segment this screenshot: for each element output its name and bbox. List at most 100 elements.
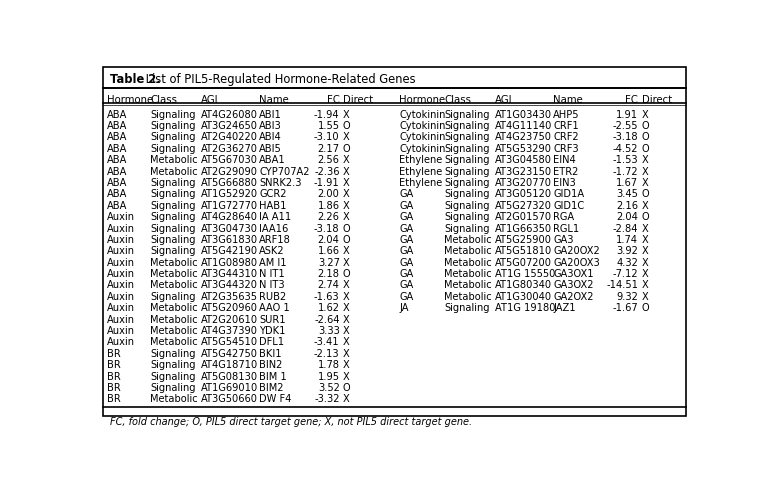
Text: GA: GA (400, 201, 413, 211)
Text: X: X (641, 155, 648, 165)
Text: BR: BR (107, 360, 121, 370)
Text: AT5G20960: AT5G20960 (201, 303, 258, 313)
Text: ABA: ABA (107, 178, 127, 188)
Text: X: X (343, 326, 350, 336)
Text: Signaling: Signaling (150, 110, 196, 120)
Text: Metabolic: Metabolic (150, 167, 198, 177)
Text: X: X (343, 201, 350, 211)
Text: AM I1: AM I1 (259, 258, 286, 268)
Text: -1.94: -1.94 (314, 110, 340, 120)
Text: Signaling: Signaling (444, 178, 490, 188)
Text: Metabolic: Metabolic (150, 394, 198, 404)
Text: CRF2: CRF2 (554, 132, 579, 143)
Text: 1.78: 1.78 (317, 360, 340, 370)
Text: O: O (343, 383, 350, 393)
Text: AT1G69010: AT1G69010 (201, 383, 258, 393)
Text: AT1G 15550: AT1G 15550 (495, 269, 555, 279)
Text: Signaling: Signaling (150, 235, 196, 245)
Text: Signaling: Signaling (150, 360, 196, 370)
Text: 3.92: 3.92 (616, 246, 638, 256)
Text: AT5G07200: AT5G07200 (495, 258, 552, 268)
Text: FC, fold change; O, PIL5 direct target gene; X, not PIL5 direct target gene.: FC, fold change; O, PIL5 direct target g… (110, 417, 472, 427)
Text: Auxin: Auxin (107, 303, 135, 313)
Text: O: O (641, 132, 649, 143)
Text: X: X (641, 224, 648, 234)
Text: GID1C: GID1C (554, 201, 584, 211)
Text: BKI1: BKI1 (259, 349, 282, 359)
Text: Metabolic: Metabolic (150, 280, 198, 290)
Text: -3.32: -3.32 (314, 394, 340, 404)
Text: Metabolic: Metabolic (444, 235, 492, 245)
Text: Auxin: Auxin (107, 292, 135, 302)
Text: Signaling: Signaling (444, 190, 490, 199)
Text: 2.74: 2.74 (318, 280, 340, 290)
Text: -1.72: -1.72 (613, 167, 638, 177)
Text: AGI: AGI (495, 96, 513, 105)
Text: BR: BR (107, 349, 121, 359)
Text: EIN3: EIN3 (554, 178, 576, 188)
Text: Signaling: Signaling (444, 132, 490, 143)
Text: 1.95: 1.95 (317, 372, 340, 382)
Text: 1.86: 1.86 (317, 201, 340, 211)
Text: AT5G53290: AT5G53290 (495, 144, 552, 154)
Text: GA3OX2: GA3OX2 (554, 280, 594, 290)
Text: O: O (641, 303, 649, 313)
Text: AT1G66350: AT1G66350 (495, 224, 552, 234)
Text: AT2G01570: AT2G01570 (495, 212, 552, 222)
Text: GA: GA (400, 212, 413, 222)
Text: SNRK2.3: SNRK2.3 (259, 178, 302, 188)
Text: -1.91: -1.91 (314, 178, 340, 188)
Text: Auxin: Auxin (107, 235, 135, 245)
Text: AAO 1: AAO 1 (259, 303, 290, 313)
Text: AT3G24650: AT3G24650 (201, 121, 258, 131)
Text: AT3G44310: AT3G44310 (201, 269, 258, 279)
Text: Hormone: Hormone (107, 96, 153, 105)
Text: AT4G23750: AT4G23750 (495, 132, 552, 143)
Text: Signaling: Signaling (150, 224, 196, 234)
Text: ETR2: ETR2 (554, 167, 579, 177)
Text: Name: Name (554, 96, 583, 105)
Text: X: X (343, 190, 350, 199)
Text: X: X (343, 110, 350, 120)
Text: ARF18: ARF18 (259, 235, 291, 245)
Text: AHP5: AHP5 (554, 110, 580, 120)
Text: Signaling: Signaling (444, 224, 490, 234)
Text: -4.52: -4.52 (613, 144, 638, 154)
Text: Class: Class (444, 96, 471, 105)
Text: AT3G05120: AT3G05120 (495, 190, 552, 199)
Text: BIN2: BIN2 (259, 360, 283, 370)
Text: -7.12: -7.12 (613, 269, 638, 279)
Text: ABI3: ABI3 (259, 121, 282, 131)
Text: 1.74: 1.74 (616, 235, 638, 245)
Text: GA20OX3: GA20OX3 (554, 258, 600, 268)
Text: Ethylene: Ethylene (400, 178, 443, 188)
Text: Metabolic: Metabolic (150, 269, 198, 279)
Text: Signaling: Signaling (444, 201, 490, 211)
Text: Table 2.: Table 2. (110, 73, 161, 86)
Text: X: X (343, 280, 350, 290)
Text: AT5G25900: AT5G25900 (495, 235, 552, 245)
Text: AGI: AGI (201, 96, 219, 105)
Text: AT4G18710: AT4G18710 (201, 360, 258, 370)
Text: AT3G61830: AT3G61830 (201, 235, 258, 245)
Text: 3.33: 3.33 (318, 326, 340, 336)
Text: Metabolic: Metabolic (150, 337, 198, 348)
Text: ABI4: ABI4 (259, 132, 282, 143)
Text: GID1A: GID1A (554, 190, 584, 199)
Text: 9.32: 9.32 (616, 292, 638, 302)
Text: AT4G28640: AT4G28640 (201, 212, 258, 222)
Text: N IT3: N IT3 (259, 280, 285, 290)
Text: AT1G03430: AT1G03430 (495, 110, 552, 120)
Text: AT2G29090: AT2G29090 (201, 167, 258, 177)
Text: X: X (641, 280, 648, 290)
Text: AT4G11140: AT4G11140 (495, 121, 552, 131)
Text: 2.04: 2.04 (616, 212, 638, 222)
Text: -2.84: -2.84 (613, 224, 638, 234)
Text: AT1G52920: AT1G52920 (201, 190, 258, 199)
Text: 3.27: 3.27 (318, 258, 340, 268)
Text: -2.55: -2.55 (613, 121, 638, 131)
Text: -2.64: -2.64 (314, 314, 340, 324)
Text: Class: Class (150, 96, 177, 105)
Text: ABA: ABA (107, 132, 127, 143)
Text: Cytokinin: Cytokinin (400, 132, 446, 143)
